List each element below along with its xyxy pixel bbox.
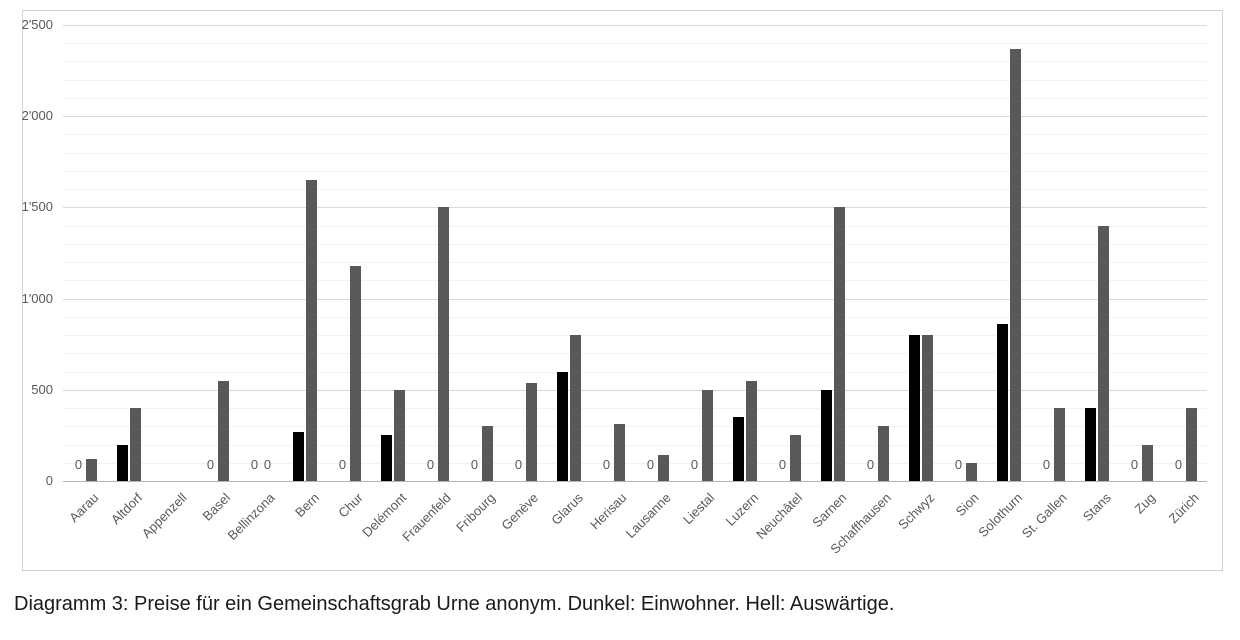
bar-einwohner bbox=[557, 372, 568, 481]
bar-einwohner bbox=[821, 390, 832, 481]
zero-value-label: 0 bbox=[470, 457, 479, 472]
bar-auswaertige bbox=[1054, 408, 1065, 481]
y-axis-tick-label: 1'500 bbox=[21, 199, 53, 215]
bar-auswaertige bbox=[834, 207, 845, 481]
zero-value-label: 0 bbox=[1174, 457, 1183, 472]
bar-einwohner bbox=[381, 435, 392, 481]
bar-auswaertige bbox=[966, 463, 977, 481]
minor-gridline bbox=[63, 371, 1207, 373]
zero-value-label: 0 bbox=[602, 457, 611, 472]
bar-auswaertige bbox=[218, 381, 229, 481]
bar-einwohner bbox=[997, 324, 1008, 481]
minor-gridline bbox=[63, 444, 1207, 446]
x-axis-line bbox=[63, 481, 1207, 482]
zero-value-label: 0 bbox=[250, 457, 259, 472]
bar-auswaertige bbox=[746, 381, 757, 481]
minor-gridline bbox=[63, 280, 1207, 282]
y-axis-tick-label: 2'000 bbox=[21, 108, 53, 124]
minor-gridline bbox=[63, 152, 1207, 154]
major-gridline bbox=[63, 25, 1207, 26]
zero-value-label: 0 bbox=[426, 457, 435, 472]
bar-auswaertige bbox=[306, 180, 317, 481]
bar-auswaertige bbox=[614, 424, 625, 481]
bar-auswaertige bbox=[438, 207, 449, 481]
minor-gridline bbox=[63, 243, 1207, 245]
minor-gridline bbox=[63, 408, 1207, 410]
bar-auswaertige bbox=[1098, 226, 1109, 481]
minor-gridline bbox=[63, 79, 1207, 81]
chart-caption: Diagramm 3: Preise für ein Gemeinschafts… bbox=[14, 593, 895, 615]
bar-auswaertige bbox=[482, 426, 493, 481]
major-gridline bbox=[63, 207, 1207, 209]
zero-value-label: 0 bbox=[778, 457, 787, 472]
bar-einwohner bbox=[293, 432, 304, 481]
zero-value-label: 0 bbox=[338, 457, 347, 472]
y-axis-tick-label: 2'500 bbox=[21, 17, 53, 32]
zero-value-label: 0 bbox=[690, 457, 699, 472]
bar-auswaertige bbox=[658, 455, 669, 481]
zero-value-label: 0 bbox=[206, 457, 215, 472]
bar-auswaertige bbox=[1010, 49, 1021, 481]
minor-gridline bbox=[63, 170, 1207, 172]
minor-gridline bbox=[63, 353, 1207, 355]
zero-value-label: 0 bbox=[646, 457, 655, 472]
minor-gridline bbox=[63, 97, 1207, 99]
bar-einwohner bbox=[733, 417, 744, 481]
y-axis-tick-label: 1'000 bbox=[21, 290, 53, 306]
bar-auswaertige bbox=[922, 335, 933, 481]
minor-gridline bbox=[63, 426, 1207, 428]
bar-einwohner bbox=[1085, 408, 1096, 481]
minor-gridline bbox=[63, 225, 1207, 227]
major-gridline bbox=[63, 116, 1207, 118]
minor-gridline bbox=[63, 134, 1207, 136]
zero-value-label: 0 bbox=[263, 457, 272, 472]
zero-value-label: 0 bbox=[1042, 457, 1051, 472]
minor-gridline bbox=[63, 462, 1207, 464]
minor-gridline bbox=[63, 43, 1207, 45]
major-gridline bbox=[63, 389, 1207, 391]
bar-auswaertige bbox=[790, 435, 801, 481]
bar-auswaertige bbox=[130, 408, 141, 481]
bar-auswaertige bbox=[350, 266, 361, 481]
y-axis-tick-label: 500 bbox=[31, 381, 53, 397]
bar-auswaertige bbox=[394, 390, 405, 481]
zero-value-label: 0 bbox=[1130, 457, 1139, 472]
bar-auswaertige bbox=[526, 383, 537, 481]
bar-auswaertige bbox=[570, 335, 581, 481]
zero-value-label: 0 bbox=[866, 457, 875, 472]
bar-auswaertige bbox=[1142, 445, 1153, 481]
zero-value-label: 0 bbox=[954, 457, 963, 472]
minor-gridline bbox=[63, 262, 1207, 264]
bar-auswaertige bbox=[1186, 408, 1197, 481]
y-axis-tick-label: 0 bbox=[45, 473, 53, 488]
bar-einwohner bbox=[909, 335, 920, 481]
minor-gridline bbox=[63, 316, 1207, 318]
bar-einwohner bbox=[117, 445, 128, 481]
chart-frame bbox=[22, 10, 1223, 571]
minor-gridline bbox=[63, 61, 1207, 63]
bar-auswaertige bbox=[878, 426, 889, 481]
major-gridline bbox=[63, 298, 1207, 300]
minor-gridline bbox=[63, 189, 1207, 191]
bar-auswaertige bbox=[86, 459, 97, 481]
bar-auswaertige bbox=[702, 390, 713, 481]
minor-gridline bbox=[63, 335, 1207, 337]
zero-value-label: 0 bbox=[74, 457, 83, 472]
zero-value-label: 0 bbox=[514, 457, 523, 472]
